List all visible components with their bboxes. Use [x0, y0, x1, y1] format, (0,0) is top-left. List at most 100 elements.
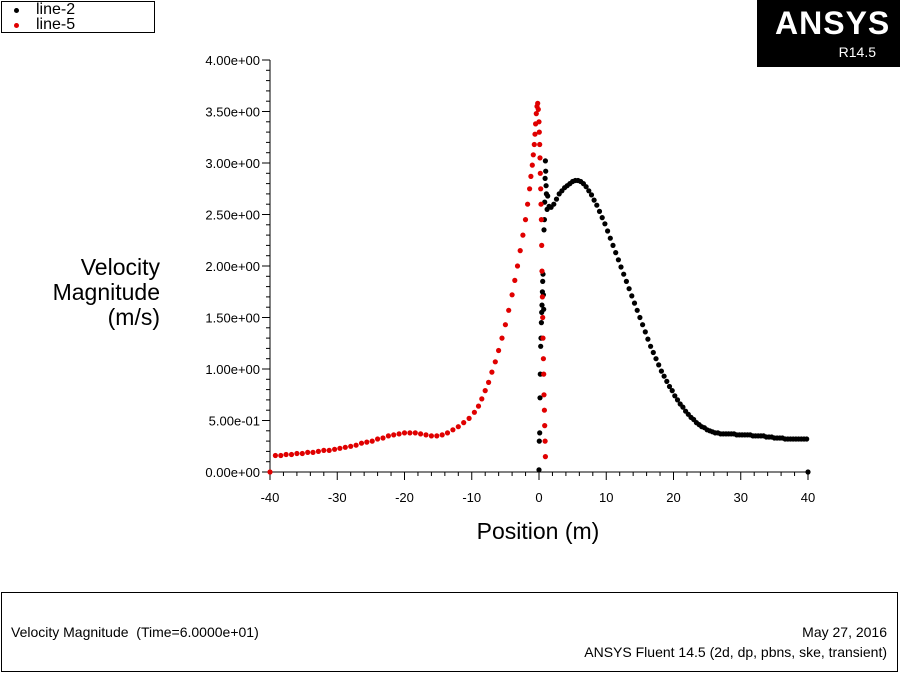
y-tick-label: 0.00e+00 — [205, 465, 260, 480]
y-axis-label-line-1: Velocity — [81, 254, 161, 280]
data-point-line-2 — [594, 202, 600, 208]
data-point-line-2 — [538, 320, 545, 326]
data-point-line-2 — [610, 242, 616, 248]
data-point-line-2 — [626, 286, 632, 292]
data-point-line-5 — [512, 277, 518, 283]
data-point-line-2 — [545, 193, 551, 199]
data-point-line-5 — [455, 424, 461, 430]
data-point-line-5 — [537, 170, 543, 176]
data-point-line-5 — [522, 217, 529, 223]
data-point-line-5 — [533, 111, 539, 117]
data-point-line-2 — [804, 436, 810, 442]
y-tick-label: 3.50e+00 — [205, 105, 260, 120]
data-point-line-5 — [391, 432, 397, 438]
data-point-line-2 — [656, 362, 662, 368]
data-point-line-5 — [423, 432, 429, 438]
data-point-line-5 — [267, 469, 273, 475]
data-point-line-5 — [540, 314, 546, 321]
data-point-line-2 — [640, 322, 646, 328]
data-point-line-5 — [375, 436, 381, 442]
data-point-line-5 — [542, 438, 548, 444]
data-point-line-5 — [401, 430, 408, 436]
legend-label-line-5: line-5 — [36, 16, 76, 33]
data-point-line-5 — [538, 186, 544, 192]
data-point-line-2 — [615, 257, 622, 263]
data-point-line-5 — [353, 442, 359, 448]
data-point-line-5 — [428, 433, 434, 439]
data-point-line-5 — [531, 141, 537, 148]
data-point-line-5 — [380, 435, 386, 441]
data-point-line-5 — [358, 440, 365, 446]
data-point-line-5 — [434, 433, 440, 439]
series-line-5 — [267, 100, 549, 475]
y-tick-label: 1.00e+00 — [205, 362, 260, 377]
data-point-line-5 — [525, 201, 531, 207]
data-point-line-2 — [541, 306, 547, 312]
data-point-line-5 — [396, 431, 402, 437]
data-point-line-2 — [621, 271, 627, 277]
x-tick-label: 10 — [599, 490, 613, 505]
data-point-line-5 — [288, 451, 295, 458]
x-axis-label: Position (m) — [477, 518, 600, 544]
footer-panel: Velocity Magnitude (Time=6.0000e+01) May… — [1, 592, 898, 672]
data-point-line-5 — [461, 420, 467, 426]
data-points — [267, 100, 811, 475]
logo-version: R14.5 — [838, 44, 876, 60]
data-point-line-2 — [629, 293, 635, 299]
y-axis-label-line-3: (m/s) — [108, 304, 160, 330]
data-point-line-5 — [444, 430, 451, 436]
data-point-line-5 — [539, 294, 546, 300]
data-point-line-2 — [645, 336, 651, 342]
footer-title: Velocity Magnitude (Time=6.0000e+01) — [11, 624, 259, 640]
data-point-line-5 — [482, 388, 488, 394]
data-point-line-5 — [364, 439, 370, 445]
ansys-logo: ANSYS R14.5 — [757, 0, 900, 67]
data-point-line-5 — [326, 447, 332, 453]
data-point-line-2 — [537, 430, 543, 436]
y-tick-label: 2.00e+00 — [205, 259, 260, 274]
data-point-line-5 — [530, 152, 536, 158]
data-point-line-2 — [631, 300, 638, 306]
data-point-line-5 — [342, 444, 348, 450]
velocity-chart: -40 -30 -20 -10 0 10 20 30 40 0.00e+00 5.00e-01 1.0… — [53, 53, 816, 544]
x-tick-label: -10 — [462, 490, 481, 505]
data-point-line-2 — [536, 467, 542, 473]
legend-item-line-2: line-2 — [2, 1, 152, 18]
data-point-line-5 — [537, 141, 543, 148]
data-point-line-2 — [637, 314, 643, 321]
data-point-line-5 — [538, 217, 545, 223]
data-point-line-5 — [528, 173, 534, 179]
data-point-line-5 — [283, 451, 289, 458]
data-point-line-5 — [542, 423, 548, 429]
data-point-line-2 — [648, 343, 654, 349]
data-point-line-5 — [466, 415, 472, 421]
data-point-line-2 — [539, 302, 545, 308]
data-point-line-2 — [543, 168, 549, 174]
data-point-line-5 — [536, 119, 542, 125]
data-point-line-5 — [412, 430, 418, 436]
data-point-line-5 — [541, 392, 547, 398]
data-point-line-2 — [540, 278, 546, 284]
data-point-line-5 — [305, 449, 311, 455]
data-point-line-2 — [543, 183, 549, 189]
legend-marker-line-2 — [14, 8, 19, 13]
legend-label-line-2: line-2 — [36, 1, 76, 18]
data-point-line-2 — [583, 184, 589, 190]
data-point-line-2 — [661, 373, 667, 379]
logo-name: ANSYS — [775, 5, 891, 41]
data-point-line-5 — [332, 446, 338, 452]
data-point-line-5 — [535, 106, 541, 112]
data-point-line-2 — [542, 158, 549, 164]
data-point-line-2 — [623, 278, 630, 284]
y-tick-label: 1.50e+00 — [205, 311, 260, 326]
data-point-line-5 — [489, 369, 495, 375]
data-point-line-2 — [588, 192, 595, 198]
data-point-line-5 — [541, 371, 547, 377]
legend: line-2 line-5 — [1, 1, 155, 33]
x-tick-label: 30 — [734, 490, 748, 505]
data-point-line-5 — [369, 438, 375, 444]
y-axis-label-line-2: Magnitude — [53, 279, 160, 305]
data-point-line-5 — [471, 409, 477, 415]
data-point-line-5 — [542, 454, 549, 460]
data-point-line-2 — [658, 368, 665, 374]
